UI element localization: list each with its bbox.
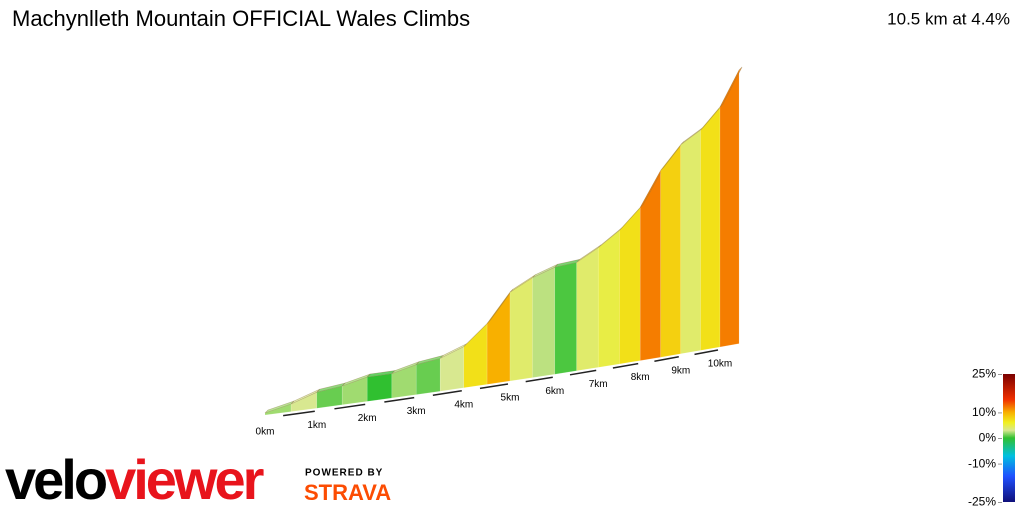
gradient-segment bbox=[366, 373, 393, 402]
tick-mark bbox=[479, 383, 509, 390]
tick-mark bbox=[694, 349, 719, 356]
tick-mark bbox=[334, 403, 366, 410]
gradient-segment bbox=[554, 262, 577, 375]
gradient-segment bbox=[532, 266, 556, 378]
logo: veloviewer bbox=[5, 448, 264, 511]
scale-label: 10% bbox=[972, 405, 996, 419]
gradient-segment bbox=[700, 106, 721, 351]
segment-top bbox=[719, 66, 743, 108]
gradient-segment bbox=[597, 229, 620, 368]
tick-mark bbox=[384, 396, 415, 403]
powered-by: POWERED BY bbox=[305, 468, 383, 479]
scale-label: 0% bbox=[979, 431, 997, 445]
chart-title: Machynlleth Mountain OFFICIAL Wales Clim… bbox=[12, 6, 470, 31]
strava-logo: STRAVA bbox=[304, 480, 391, 505]
x-tick-label: 2km bbox=[358, 413, 377, 424]
color-scale bbox=[1003, 374, 1015, 502]
logo-part: viewer bbox=[105, 448, 264, 511]
climb-summary: 10.5 km at 4.4% bbox=[887, 9, 1010, 28]
tick-mark bbox=[612, 362, 639, 369]
x-tick-label: 3km bbox=[407, 406, 426, 417]
gradient-segment bbox=[680, 129, 701, 355]
scale-label: -25% bbox=[968, 495, 996, 509]
gradient-segment bbox=[463, 323, 488, 389]
profile bbox=[264, 66, 743, 416]
axis: 0km 1km 2km 3km 4km 5km 6km 7km 8km 9km 10km bbox=[256, 349, 732, 438]
scale-label: 25% bbox=[972, 367, 996, 381]
gradient-segment bbox=[619, 206, 641, 365]
gradient-segment bbox=[439, 346, 465, 392]
x-tick-label: 10km bbox=[708, 359, 732, 370]
gradient-segment bbox=[660, 143, 682, 358]
gradient-segment bbox=[576, 247, 599, 372]
tick-mark bbox=[525, 376, 553, 383]
scale: 25% 10% 0% -10% -25% bbox=[968, 367, 1002, 509]
x-tick-label: 0km bbox=[256, 427, 275, 438]
tick-mark bbox=[654, 356, 679, 362]
x-tick-label: 7km bbox=[589, 379, 608, 390]
x-tick-label: 4km bbox=[454, 399, 473, 410]
gradient-segment bbox=[486, 291, 511, 385]
tick-mark bbox=[569, 369, 597, 376]
gradient-segment bbox=[391, 364, 417, 399]
x-tick-label: 9km bbox=[671, 365, 690, 376]
scale-label: -10% bbox=[968, 456, 996, 470]
gradient-segment bbox=[719, 69, 740, 348]
tick-mark bbox=[432, 390, 462, 396]
x-tick-label: 6km bbox=[545, 386, 564, 397]
x-tick-label: 8km bbox=[631, 372, 650, 383]
x-tick-label: 1km bbox=[307, 420, 326, 431]
gradient-segment bbox=[509, 277, 533, 382]
tick-mark bbox=[283, 410, 315, 417]
x-tick-label: 5km bbox=[501, 393, 520, 404]
gradient-segment bbox=[639, 169, 661, 361]
logo-part: velo bbox=[5, 448, 107, 511]
